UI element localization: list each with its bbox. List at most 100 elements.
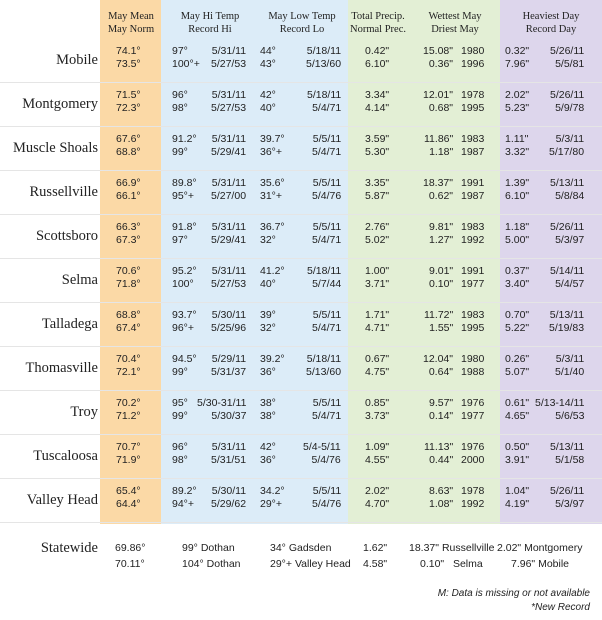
hi-values-bottom: 100° (172, 278, 194, 290)
header-hi-line2: Record Hi (188, 24, 232, 35)
wet-dry-years-bottom: 1988 (461, 366, 485, 378)
heavy-values-bottom: 5.07" (505, 366, 530, 378)
hi-dates: 5/31/11 5/27/53 (211, 265, 246, 291)
mean-norm-top: 68.8° (116, 309, 141, 321)
hi-dates: 5/30/11 5/25/96 (211, 309, 246, 335)
row-divider (0, 346, 602, 347)
wet-dry-years-top: 1991 (461, 265, 485, 277)
hi-dates-top: 5/31/11 (211, 45, 247, 57)
hi-dates-bottom: 5/27/53 (211, 102, 247, 114)
header-lo-line2: Record Lo (279, 24, 325, 35)
wet-dry-years-top: 1983 (461, 133, 485, 145)
heavy-values: 1.04" 4.19" (505, 485, 529, 511)
lo-dates-bottom: 5/4/71 (312, 410, 342, 422)
hi-values-top: 89.2° (172, 485, 197, 497)
mean-norm: 70.4° 72.1° (116, 353, 141, 379)
lo-dates: 5/18/11 5/7/44 (307, 265, 341, 291)
lo-values-bottom: 36° (260, 366, 276, 378)
statewide-precip-value: 1.62" (363, 542, 388, 554)
heavy-dates: 5/26/11 5/5/81 (550, 45, 584, 71)
heavy-dates: 5/3/11 5/17/80 (549, 133, 584, 159)
statewide-mean-value: 69.86° (115, 542, 146, 554)
heavy-dates: 5/13/11 5/8/84 (550, 177, 584, 203)
precip-values-top: 0.67" (365, 353, 390, 365)
hi-dates-top: 5/31/11 (211, 177, 247, 189)
heavy-dates-bottom: 5/6/53 (555, 410, 585, 422)
wet-dry-years-bottom: 1996 (461, 58, 485, 70)
lo-values-top: 39° (260, 309, 276, 321)
heavy-dates-top: 5/26/11 (550, 89, 585, 101)
mean-norm-top: 65.4° (116, 485, 141, 497)
lo-dates: 5/18/11 5/13/60 (306, 45, 341, 71)
precip-values: 3.59" 5.30" (365, 133, 389, 159)
heavy-dates: 5/13/11 5/19/83 (549, 309, 584, 335)
heavy-dates-bottom: 5/17/80 (549, 146, 585, 158)
wet-dry-years-bottom: 1987 (461, 190, 485, 202)
row-divider (0, 82, 602, 83)
header-mean-line1: May Mean (108, 11, 154, 22)
wet-dry-years: 1980 1996 (461, 45, 484, 71)
precip-values-bottom: 4.75" (365, 366, 390, 378)
wet-dry-values: 9.81" 1.27" (429, 221, 453, 247)
city-name: Mobile (56, 52, 98, 68)
hi-dates-bottom: 5/29/41 (211, 146, 247, 158)
lo-values: 42° 36° (260, 441, 276, 467)
wet-dry-values-bottom: 0.36" (428, 58, 454, 70)
lo-values-top: 36.7° (260, 221, 285, 233)
wet-dry-years-top: 1983 (461, 309, 485, 321)
wet-dry-values-top: 12.04" (423, 353, 454, 365)
mean-norm-bottom: 67.3° (116, 234, 141, 246)
wet-dry-values-top: 9.57" (429, 397, 454, 409)
precip-values-bottom: 5.87" (365, 190, 390, 202)
header-wettest-line1: Wettest May (428, 11, 482, 22)
heavy-values-top: 1.04" (505, 485, 530, 497)
heavy-dates-top: 5/13/11 (550, 441, 585, 453)
heavy-values: 0.32" 7.96" (505, 45, 529, 71)
wet-dry-years-bottom: 2000 (461, 454, 485, 466)
wet-dry-years-top: 1980 (461, 45, 485, 57)
heavy-dates-top: 5/13/11 (550, 177, 585, 189)
wet-dry-years-bottom: 1995 (461, 102, 485, 114)
wet-dry-values-bottom: 1.55" (429, 322, 454, 334)
city-name: Montgomery (22, 96, 98, 112)
lo-dates-top: 5/5/11 (312, 177, 342, 189)
hi-values-top: 97° (172, 45, 188, 57)
heavy-values-top: 0.70" (505, 309, 530, 321)
hi-dates: 5/31/11 5/27/00 (211, 177, 246, 203)
mean-norm-top: 67.6° (116, 133, 141, 145)
hi-dates-top: 5/31/11 (211, 89, 247, 101)
statewide-lo-line: 34° Gadsden (270, 542, 332, 554)
hi-dates-bottom: 5/29/62 (211, 498, 247, 510)
wet-dry-values: 15.08" 0.36" (423, 45, 453, 71)
precip-values-bottom: 4.70" (365, 498, 390, 510)
header-precip-line2: Normal Prec. (350, 24, 406, 35)
precip-values-bottom: 3.73" (365, 410, 390, 422)
lo-dates-bottom: 5/4/71 (312, 234, 342, 246)
hi-dates-top: 5/31/11 (211, 441, 247, 453)
mean-norm: 65.4° 64.4° (116, 485, 141, 511)
mean-norm-top: 66.9° (116, 177, 141, 189)
statewide-wet-line: 18.37" Russellville (409, 542, 495, 554)
hi-values-bottom: 99° (172, 410, 188, 422)
wet-dry-values-top: 8.63" (429, 485, 454, 497)
precip-values: 1.71" 4.71" (365, 309, 389, 335)
precip-band (348, 0, 500, 524)
lo-dates: 5/5/11 5/4/71 (312, 133, 341, 159)
mean-norm: 71.5° 72.3° (116, 89, 141, 115)
lo-values: 42° 40° (260, 89, 276, 115)
heavy-values: 1.39" 6.10" (505, 177, 529, 203)
header-mean: May Mean May Norm (100, 10, 162, 36)
precip-values-top: 2.02" (365, 485, 390, 497)
hi-values-bottom: 99° (172, 366, 188, 378)
table-row: Mobile 74.1° 73.5° 97° 100°+ 5/31/11 5/27/53 44… (0, 42, 602, 83)
wet-dry-values: 12.01" 0.68" (423, 89, 453, 115)
heavy-dates-top: 5/26/11 (550, 221, 585, 233)
wet-dry-years: 1983 1995 (461, 309, 484, 335)
table-row: Thomasville 70.4° 72.1° 94.5° 99° 5/29/11 5/31… (0, 350, 602, 391)
wet-dry-values: 9.57" 0.14" (429, 397, 453, 423)
hi-dates-top: 5/31/11 (211, 221, 247, 233)
row-divider (0, 170, 602, 171)
wet-dry-years-top: 1976 (461, 397, 485, 409)
hi-dates-top: 5/31/11 (211, 265, 247, 277)
hi-dates-bottom: 5/31/37 (211, 366, 247, 378)
